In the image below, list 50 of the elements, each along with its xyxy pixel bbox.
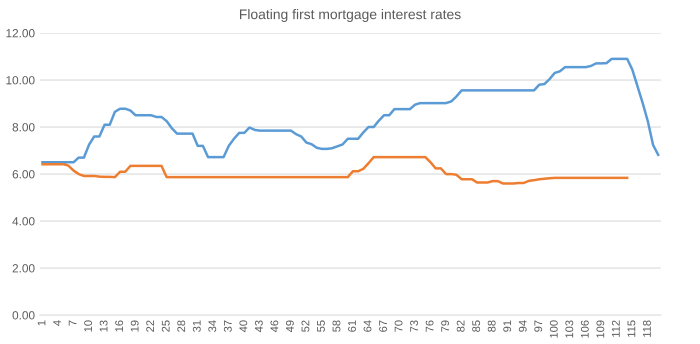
x-tick-label: 109 [596,320,604,338]
x-tick-label: 40 [239,320,248,332]
x-tick-label: 46 [270,320,278,332]
y-tick-label: 4.00 [12,217,35,226]
x-tick-label: 64 [364,320,372,332]
x-tick-label: 97 [534,320,542,332]
x-tick-label: 94 [518,320,527,332]
x-tick-label: 82 [456,320,465,332]
x-tick-label: 88 [488,320,496,332]
x-tick-label: 49 [286,320,294,332]
x-tick-label: 13 [100,320,108,332]
x-tick-label: 115 [628,320,636,337]
y-tick-label: 2.00 [12,264,35,272]
x-tick-label: 52 [301,320,310,332]
x-tick-label: 85 [472,320,480,332]
chart-title: Floating first mortgage interest rates [240,9,461,22]
x-tick-label: 31 [192,320,201,332]
x-tick-label: 67 [379,320,387,332]
x-tick-label: 106 [580,320,589,338]
x-tick-label: 28 [177,320,186,332]
x-tick-label: 16 [115,320,124,332]
x-tick-label: 91 [503,320,512,332]
x-tick-label: 103 [565,320,574,338]
y-tick-label: 6.00 [12,170,35,178]
y-tick-label: 12.00 [6,29,35,38]
x-tick-label: 112 [612,320,620,337]
x-tick-label: 118 [642,320,651,337]
x-tick-label: 34 [208,320,216,332]
x-tick-label: 22 [146,320,154,332]
x-tick-label: 76 [426,320,434,332]
y-tick-label: 10.00 [6,76,35,84]
x-tick-label: 79 [441,320,450,332]
y-tick-label: 0.00 [12,311,35,320]
x-tick-label: 10 [84,320,92,332]
y-tick-label: 8.00 [12,123,35,132]
x-tick-label: 7 [68,320,76,326]
x-tick-label: 19 [130,320,139,332]
x-tick-label: 73 [410,320,418,332]
line-series [41,156,628,185]
x-tick-label: 1 [38,320,46,326]
x-tick-label: 25 [162,320,170,332]
x-tick-label: 100 [550,320,558,338]
x-tick-label: 58 [332,320,340,332]
x-tick-label: 70 [394,320,402,332]
x-tick-label: 61 [348,320,356,332]
line-series [41,58,660,164]
x-tick-label: 43 [254,320,263,332]
x-tick-label: 4 [53,320,61,326]
x-tick-label: 55 [317,320,325,332]
x-tick-label: 37 [224,320,232,332]
